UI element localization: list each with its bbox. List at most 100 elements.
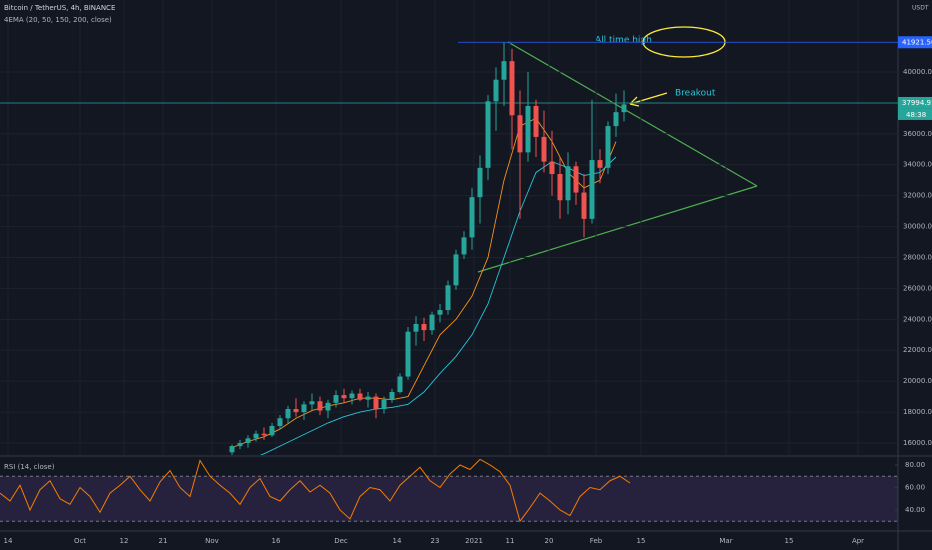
- rsi-tick-label: 80.00: [905, 461, 925, 469]
- candle-body: [541, 136, 547, 162]
- candle-body: [365, 396, 371, 400]
- candle-body: [285, 408, 291, 419]
- candle-body: [461, 237, 467, 255]
- x-tick-label: 14: [4, 537, 13, 545]
- price-tag-label: 37994.91: [902, 99, 932, 107]
- candle-body: [357, 393, 363, 400]
- candle-body: [341, 395, 347, 399]
- currency: USDT: [912, 5, 929, 12]
- x-tick-label: Mar: [719, 537, 732, 545]
- price-tag: [898, 36, 932, 49]
- x-tick-label: Oct: [74, 537, 86, 545]
- candle-body: [277, 418, 283, 426]
- rsi-tick-label: 60.00: [905, 483, 925, 491]
- x-tick-label: 21: [159, 537, 168, 545]
- candle-body: [333, 395, 339, 403]
- y-tick-label: 34000.00: [903, 161, 932, 169]
- x-tick-label: 23: [431, 537, 440, 545]
- x-tick-label: 14: [393, 537, 402, 545]
- candle-body: [405, 331, 411, 377]
- x-tick-label: 2021: [465, 537, 483, 545]
- candle-body: [589, 160, 595, 219]
- y-tick-label: 40000.00: [903, 68, 932, 76]
- x-tick-label: Dec: [334, 537, 348, 545]
- y-tick-label: 28000.00: [903, 253, 932, 261]
- candle-body: [381, 399, 387, 409]
- candle-body: [469, 197, 475, 238]
- y-tick-label: 18000.00: [903, 408, 932, 416]
- annotation: Breakout: [675, 89, 716, 99]
- candle-body: [453, 254, 459, 286]
- annotation: All time high: [595, 36, 652, 46]
- candle-body: [621, 104, 627, 113]
- indicator-title: 4EMA (20, 50, 150, 200, close): [4, 16, 112, 24]
- symbol-title: Bitcoin / TetherUS, 4h, BINANCE: [4, 4, 115, 12]
- candle-body: [421, 323, 427, 331]
- candle-body: [397, 376, 403, 392]
- candle-body: [485, 101, 491, 168]
- candle-body: [533, 105, 539, 137]
- candle-body: [245, 438, 251, 444]
- price-tag: [898, 96, 932, 109]
- candle-body: [477, 167, 483, 198]
- candle-body: [549, 161, 555, 175]
- candle-body: [581, 192, 587, 219]
- price-pane: All time high Breakout: [0, 0, 898, 455]
- y-tick-label: 36000.00: [903, 130, 932, 138]
- candle-body: [253, 433, 259, 439]
- y-tick-label: 22000.00: [903, 346, 932, 354]
- rsi-line: [0, 458, 631, 523]
- price-tag-label: 41921.50: [902, 38, 932, 46]
- candle-body: [525, 105, 531, 153]
- candle-body: [301, 404, 307, 413]
- x-tick-label: Nov: [205, 537, 219, 545]
- x-tick-label: 15: [637, 537, 646, 545]
- y-tick-label: 20000.00: [903, 377, 932, 385]
- y-tick-label: 16000.00: [903, 439, 932, 447]
- candle-body: [613, 112, 619, 127]
- candle-body: [389, 391, 395, 400]
- x-tick-label: 16: [272, 537, 281, 545]
- candle-body: [573, 166, 579, 193]
- rsi-band-fill: [0, 476, 898, 522]
- candle-body: [501, 61, 507, 80]
- candle-body: [429, 314, 435, 331]
- y-tick-label: 26000.00: [903, 284, 932, 292]
- rsi-pane: [0, 458, 898, 523]
- candle-body: [325, 402, 331, 411]
- candle-body: [517, 115, 523, 153]
- x-tick-label: 15: [785, 537, 794, 545]
- x-tick-label: 11: [506, 537, 515, 545]
- y-tick-label: 24000.00: [903, 315, 932, 323]
- candle-body: [557, 174, 563, 201]
- candle-body: [565, 166, 571, 201]
- candle-body: [317, 401, 323, 411]
- x-tick-label: 12: [120, 537, 129, 545]
- candle-body: [293, 408, 299, 413]
- candle-body: [445, 285, 451, 311]
- y-tick-label: 32000.00: [903, 192, 932, 200]
- candle-body: [605, 126, 611, 168]
- x-tick-label: 20: [545, 537, 554, 545]
- candle-body: [509, 61, 515, 116]
- candle-body: [373, 396, 379, 409]
- candle-body: [309, 401, 315, 405]
- candle-body: [413, 323, 419, 332]
- y-tick-label: 30000.00: [903, 223, 932, 231]
- candle-body: [349, 393, 355, 399]
- candle-body: [597, 160, 603, 168]
- rsi-title: RSI (14, close): [4, 463, 55, 471]
- candle-body: [493, 79, 499, 102]
- candle-body: [229, 446, 235, 453]
- candle-body: [437, 310, 443, 315]
- countdown-tag: [898, 108, 932, 120]
- countdown: 48:38: [906, 111, 926, 119]
- candle-body: [261, 433, 267, 436]
- rsi-tick-label: 40.00: [905, 506, 925, 514]
- candle-body: [237, 443, 243, 447]
- candle-body: [269, 425, 275, 436]
- x-tick-label: Feb: [590, 537, 603, 545]
- x-tick-label: Apr: [852, 537, 864, 545]
